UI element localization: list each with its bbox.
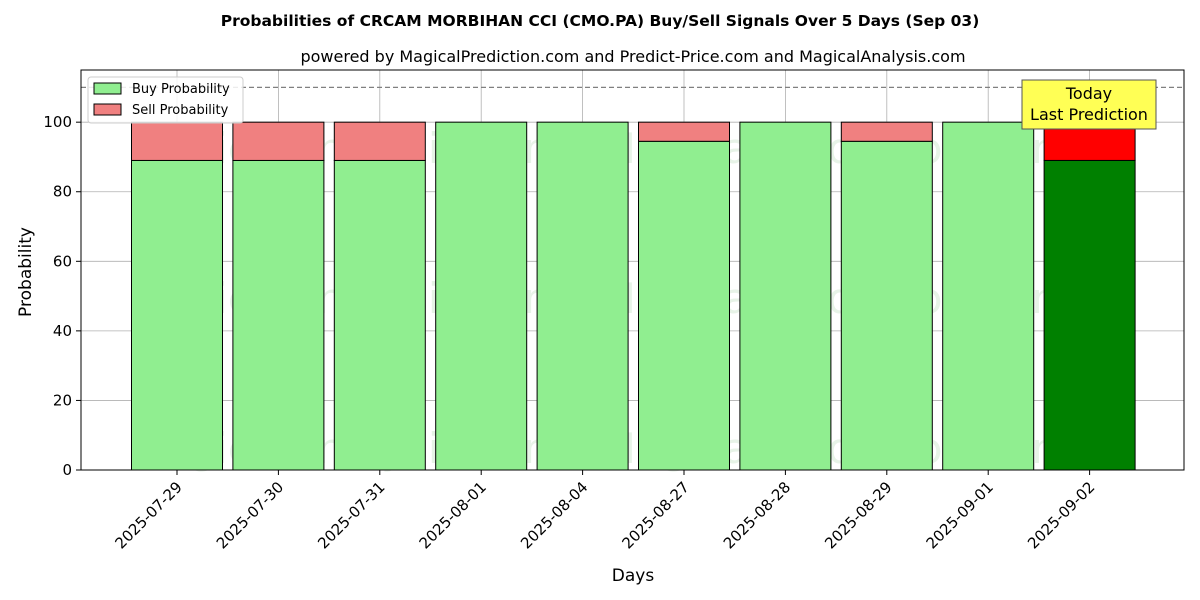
y-axis-label: Probability xyxy=(16,227,36,317)
bar-buy-2025-07-31 xyxy=(333,159,426,471)
x-tick-label: 2025-09-02 xyxy=(1024,478,1098,552)
x-tick-label: 2025-08-27 xyxy=(618,478,692,552)
legend-box xyxy=(87,76,244,124)
bar-buy-2025-07-29 xyxy=(131,159,223,471)
chart-subtitle: powered by MagicalPrediction.com and Pre… xyxy=(300,47,965,66)
bar-sell-2025-07-30 xyxy=(232,121,325,161)
x-tick-label: 2025-07-29 xyxy=(111,478,185,552)
bar-buy-2025-08-01 xyxy=(435,121,528,471)
x-tick-label: 2025-08-01 xyxy=(416,478,490,552)
bar-buy-2025-08-29 xyxy=(840,140,933,471)
chart-title: Probabilities of CRCAM MORBIHAN CCI (CMO… xyxy=(221,12,980,30)
annotation-line2: Last Prediction xyxy=(1030,105,1148,124)
x-axis-label: Days xyxy=(612,566,655,586)
bar-sell-2025-07-31 xyxy=(333,121,426,161)
annotation-today: Today Last Prediction xyxy=(1021,79,1157,130)
legend-swatch-0 xyxy=(93,82,122,95)
y-tick-label: 20 xyxy=(53,391,72,409)
y-tick-label: 60 xyxy=(53,252,72,270)
annotation-line1: Today xyxy=(1065,84,1112,103)
bar-sell-2025-08-27 xyxy=(638,121,730,142)
x-tick-label: 2025-07-30 xyxy=(213,478,287,552)
plot-frame xyxy=(80,69,1185,471)
bar-buy-2025-08-28 xyxy=(739,121,832,471)
x-tick-label: 2025-08-28 xyxy=(720,478,794,552)
legend: Buy Probability Sell Probability xyxy=(87,76,244,124)
bar-sell-2025-08-29 xyxy=(840,121,933,142)
bar-buy-2025-08-04 xyxy=(536,121,629,471)
legend-label-0: Buy Probability xyxy=(132,82,230,97)
bar-buy-2025-09-02 xyxy=(1043,159,1136,471)
bar-sell-2025-07-29 xyxy=(131,121,223,161)
x-tick-label: 2025-07-31 xyxy=(314,478,388,552)
legend-swatch-1 xyxy=(93,103,122,116)
y-tick-label: 0 xyxy=(62,461,72,479)
legend-label-1: Sell Probability xyxy=(132,103,229,118)
x-tick-label: 2025-08-29 xyxy=(821,478,895,552)
bar-buy-2025-07-30 xyxy=(232,159,325,471)
y-tick-label: 40 xyxy=(53,322,72,340)
x-tick-label: 2025-09-01 xyxy=(923,478,997,552)
x-tick-label: 2025-08-04 xyxy=(517,478,591,552)
bar-buy-2025-09-01 xyxy=(942,121,1035,471)
bar-buy-2025-08-27 xyxy=(638,140,730,471)
y-tick-label: 100 xyxy=(43,113,72,131)
y-tick-label: 80 xyxy=(53,183,72,201)
annotation-box xyxy=(1021,79,1157,130)
